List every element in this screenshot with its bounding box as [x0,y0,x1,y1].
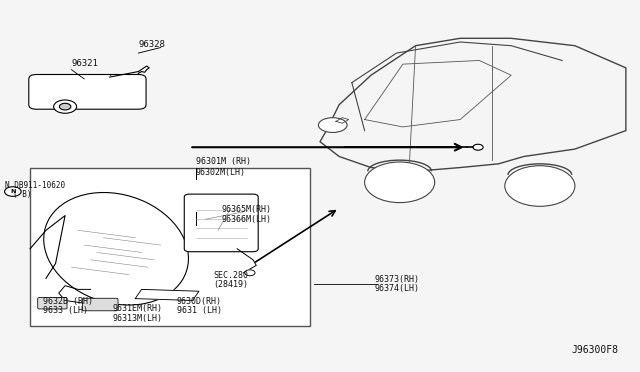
Text: 96365M(RH): 96365M(RH) [221,205,271,214]
Text: 96321: 96321 [72,59,99,68]
FancyBboxPatch shape [29,74,146,109]
Text: ( B): ( B) [13,190,31,199]
Text: 9631EM(RH): 9631EM(RH) [113,304,163,313]
Ellipse shape [319,118,347,132]
Circle shape [4,187,21,196]
Text: 96302M(LH): 96302M(LH) [196,168,246,177]
Text: 9633 (LH): 9633 (LH) [43,306,88,315]
FancyBboxPatch shape [184,194,258,252]
Text: 96374(LH): 96374(LH) [374,284,419,293]
Circle shape [245,270,255,276]
Text: N: N [10,189,15,194]
Text: 96313M(LH): 96313M(LH) [113,314,163,323]
FancyBboxPatch shape [38,298,67,309]
Bar [30,167,310,326]
Text: 9632B (RH): 9632B (RH) [43,297,93,306]
Circle shape [54,100,77,113]
Text: N DB911-10620: N DB911-10620 [4,181,65,190]
Text: 9631 (LH): 9631 (LH) [177,306,221,315]
Text: 96373(RH): 96373(RH) [374,275,419,284]
Circle shape [473,144,483,150]
Text: 9630D(RH): 9630D(RH) [177,297,221,306]
Text: J96300F8: J96300F8 [572,345,619,355]
Text: 96366M(LH): 96366M(LH) [221,215,271,224]
Circle shape [365,162,435,203]
Text: 96301M (RH): 96301M (RH) [196,157,251,166]
Text: SEC.280: SEC.280 [213,271,248,280]
Circle shape [505,166,575,206]
Text: 96328: 96328 [138,41,165,49]
Circle shape [60,103,71,110]
Ellipse shape [44,192,188,305]
Polygon shape [135,289,199,301]
Polygon shape [336,118,349,123]
FancyBboxPatch shape [83,298,118,311]
Text: (28419): (28419) [213,280,248,289]
